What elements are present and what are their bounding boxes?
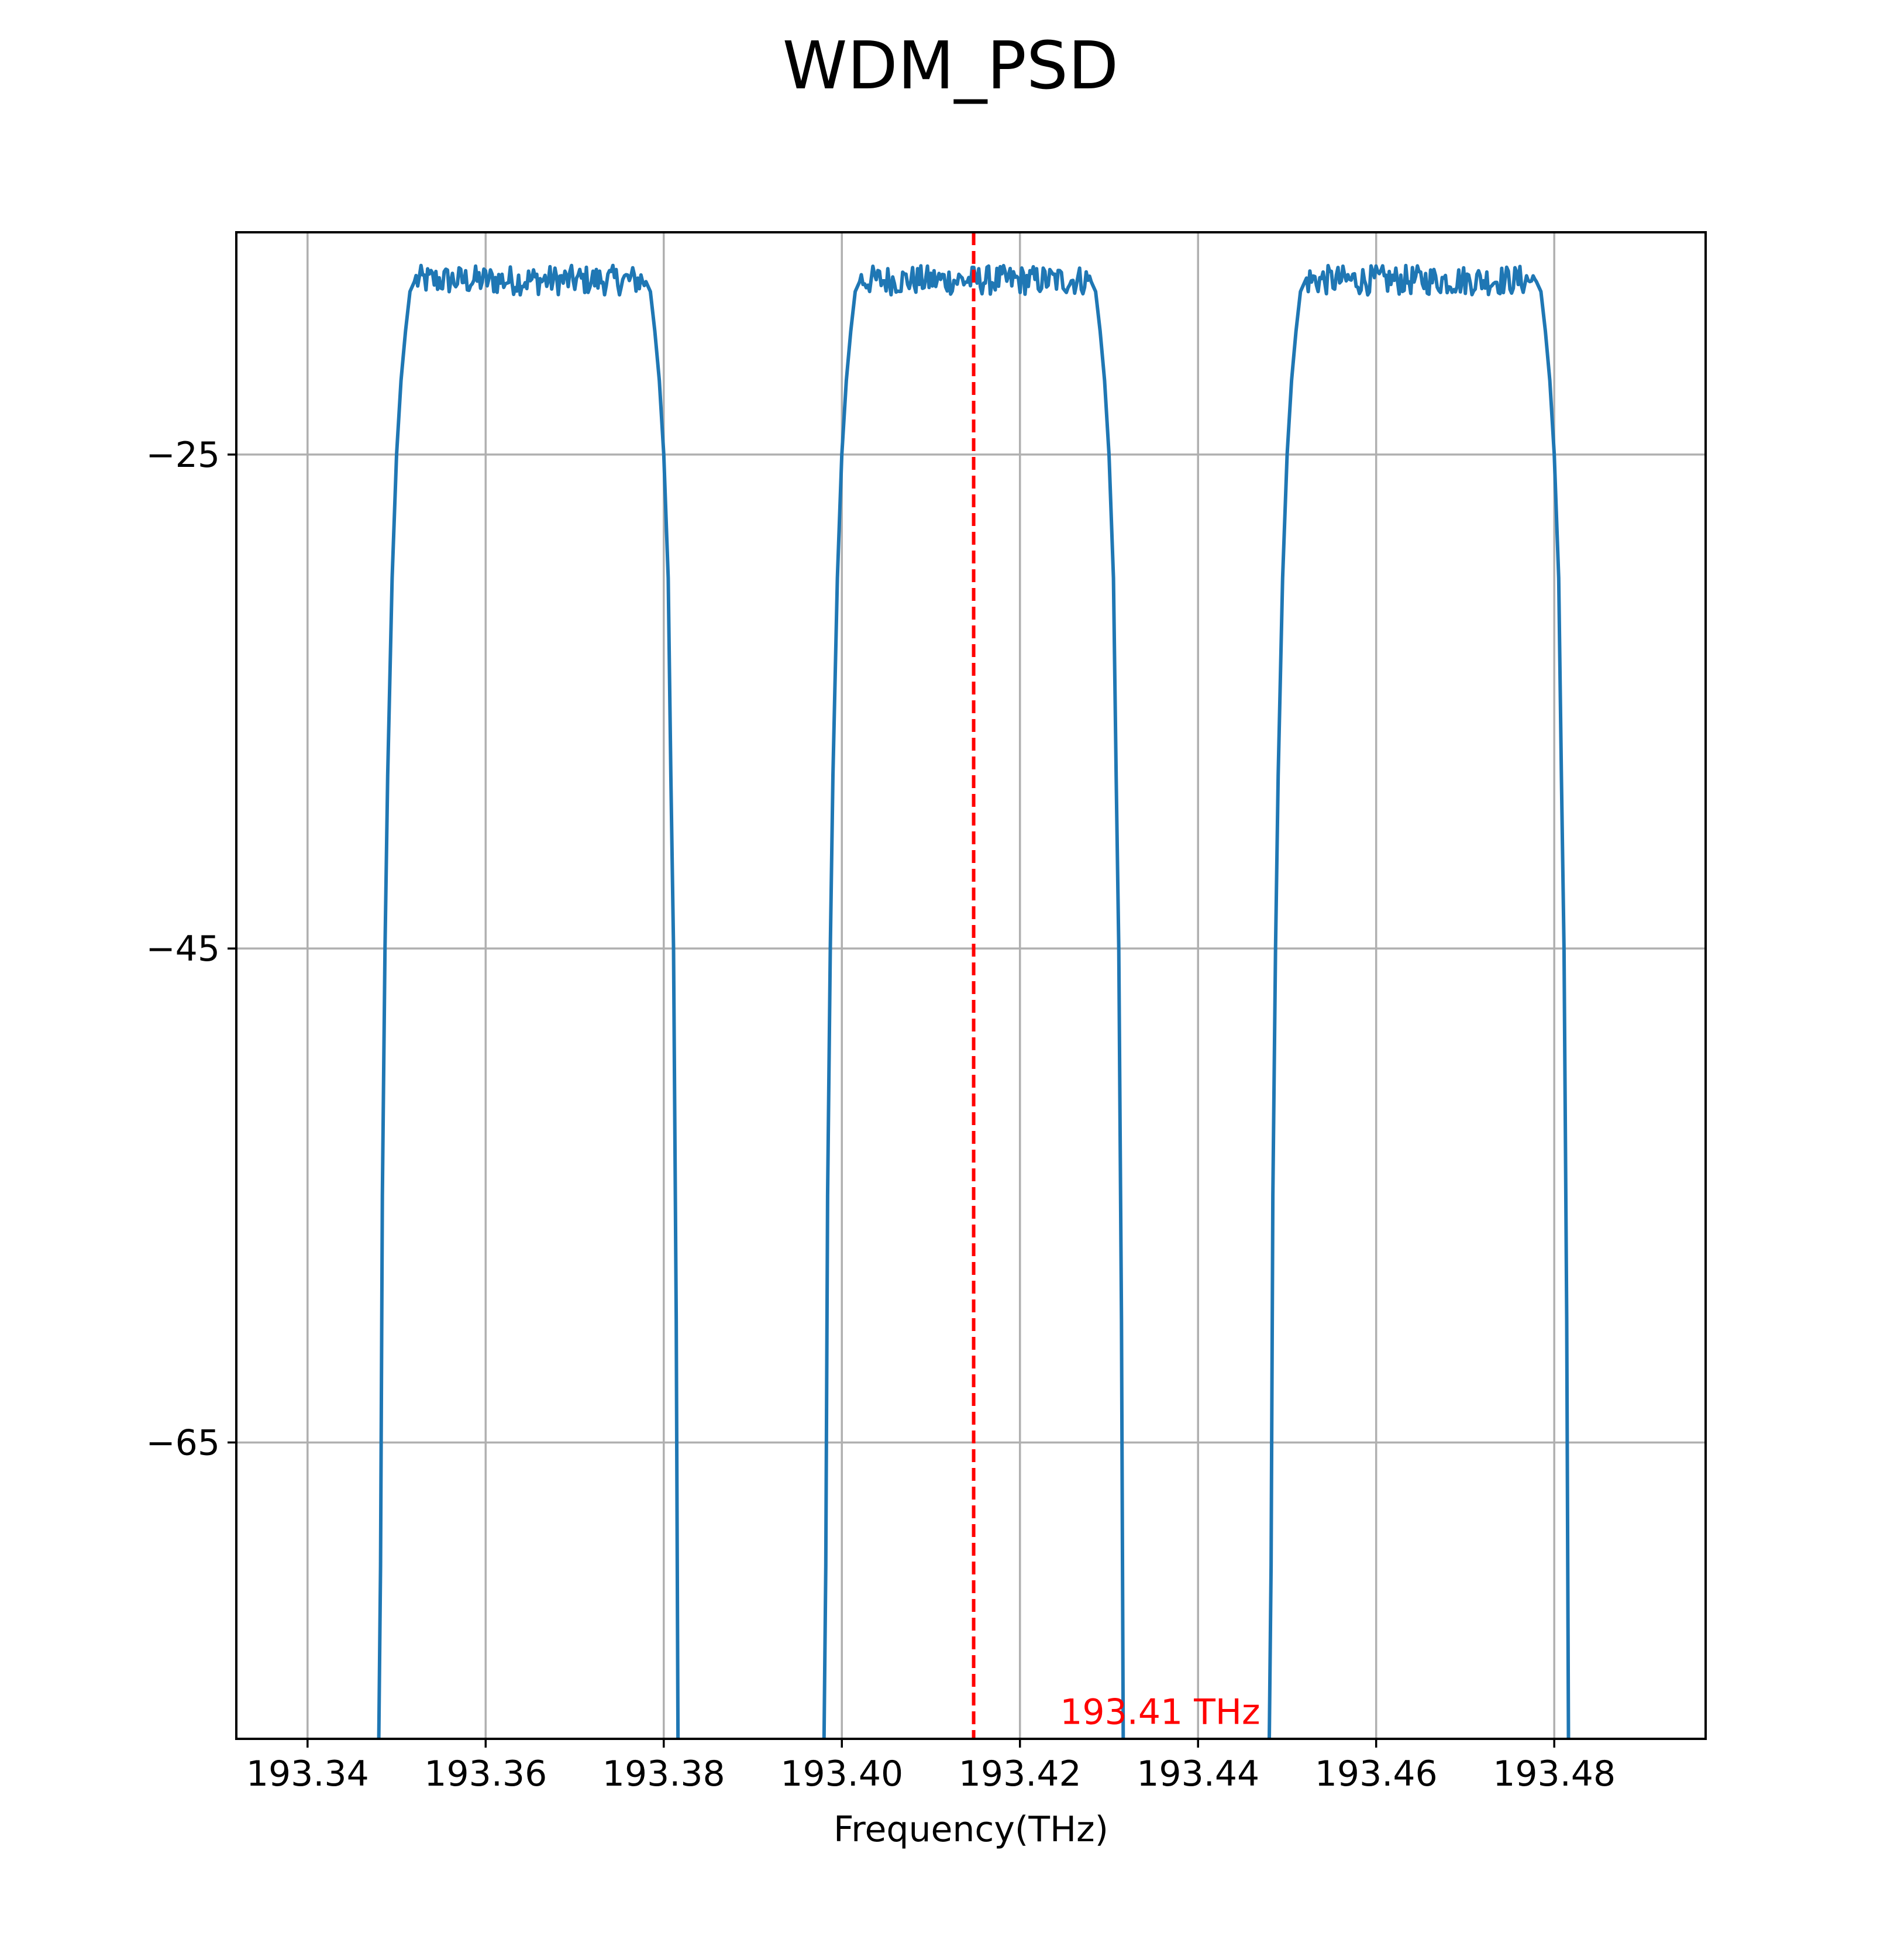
y-tick-label-1: −45: [146, 929, 220, 969]
grid-lines: [236, 232, 1706, 1739]
x-tick-label-2: 193.38: [602, 1753, 725, 1794]
x-tick-label-6: 193.46: [1315, 1753, 1438, 1794]
y-tick-label-0: −25: [146, 435, 220, 476]
x-tick-label-1: 193.36: [424, 1753, 547, 1794]
x-tick-label-4: 193.42: [959, 1753, 1082, 1794]
plot-frame: [235, 231, 1707, 1740]
x-tick-label-5: 193.44: [1137, 1753, 1259, 1794]
frequency-annotation: 193.41 THz: [1060, 1692, 1260, 1733]
x-axis-label: Frequency(THz): [834, 1809, 1108, 1850]
psd-channel-0-line: [377, 263, 680, 1739]
x-tick-label-3: 193.40: [780, 1753, 903, 1794]
chart-title: WDM_PSD: [782, 28, 1119, 104]
x-tick-label-7: 193.48: [1493, 1753, 1616, 1794]
ticks-layer: 193.34 193.36 193.38 193.40 193.42 193.44 193.…: [146, 435, 1616, 1794]
x-tick-label-0: 193.34: [246, 1753, 369, 1794]
y-tick-label-2: −65: [146, 1422, 220, 1463]
psd-channel-2-line: [1268, 263, 1571, 1739]
